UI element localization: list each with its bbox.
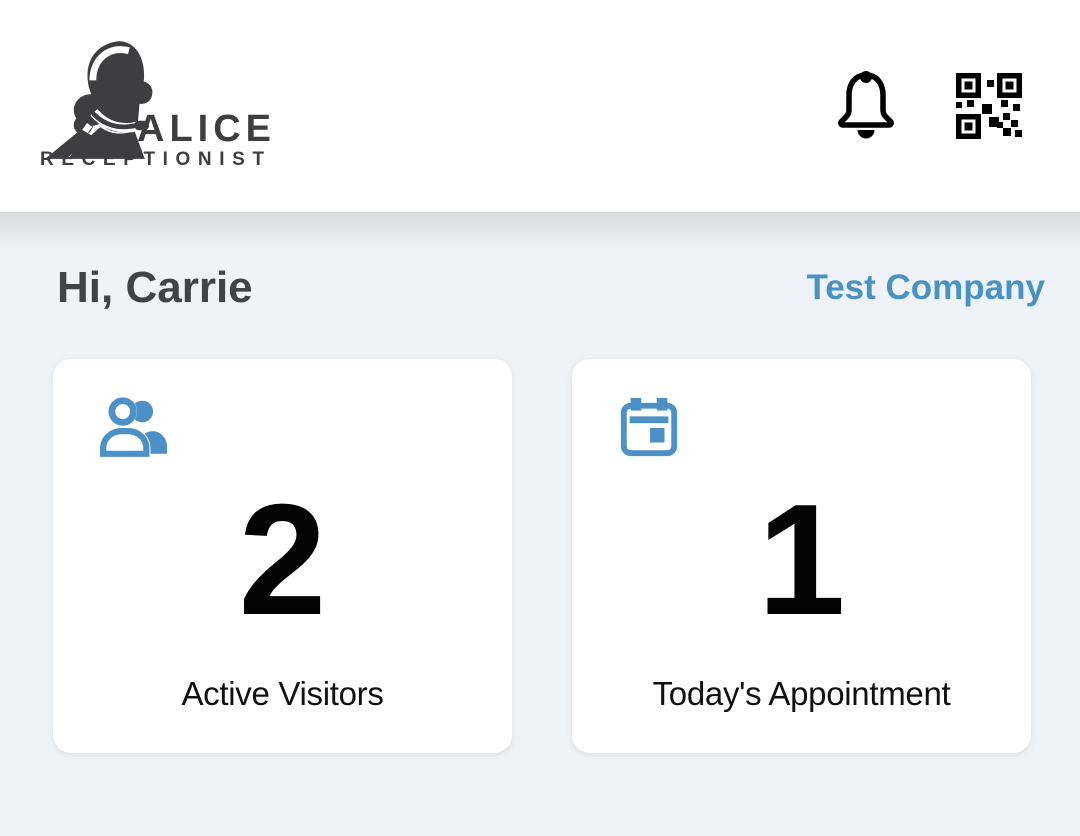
alice-receptionist-logo: ALICE RECEPTIONIST [40, 40, 320, 172]
stat-cards-row: 2 Active Visitors 1 Today's Appointment [0, 311, 1080, 754]
active-visitors-label: Active Visitors [181, 675, 384, 713]
todays-appointment-label: Today's Appointment [652, 675, 951, 713]
qr-scan-button[interactable] [956, 73, 1022, 139]
active-visitors-count: 2 [238, 472, 327, 649]
greeting-row: Hi, Carrie Test Company [0, 213, 1080, 311]
people-icon [99, 397, 167, 459]
logo-wordmark: ALICE [137, 108, 276, 150]
todays-appointment-card[interactable]: 1 Today's Appointment [572, 359, 1031, 754]
notifications-button[interactable] [836, 68, 896, 144]
calendar-icon [620, 398, 678, 457]
greeting-text: Hi, Carrie [57, 263, 253, 312]
qr-code-icon [956, 73, 1022, 139]
active-visitors-card[interactable]: 2 Active Visitors [53, 359, 512, 754]
todays-appointment-count: 1 [757, 472, 846, 649]
dashboard-body: Hi, Carrie Test Company 2 Active Visitor… [0, 213, 1080, 835]
company-link[interactable]: Test Company [806, 268, 1045, 308]
logo-subtitle: RECEPTIONIST [40, 149, 272, 170]
card-icon-row [618, 397, 1031, 461]
receptionist-silhouette-icon [45, 41, 153, 159]
card-icon-row [99, 397, 512, 461]
notification-bell-icon [838, 71, 894, 139]
app-header: ALICE RECEPTIONIST [0, 0, 1080, 213]
